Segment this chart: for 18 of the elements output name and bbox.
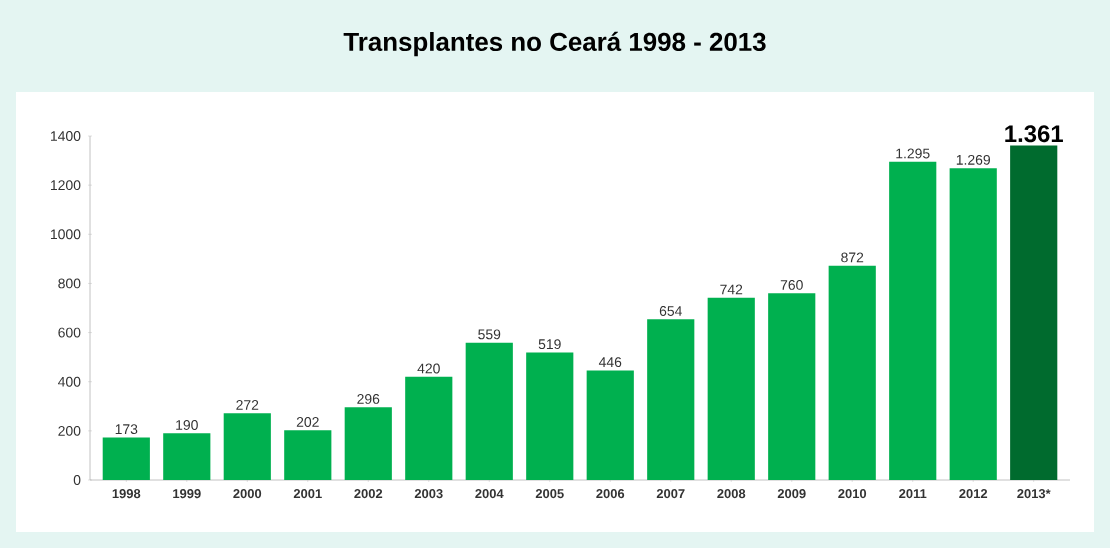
bar — [284, 430, 332, 480]
bar — [223, 413, 271, 480]
bar — [405, 376, 453, 480]
bar — [163, 433, 211, 480]
bar — [344, 407, 392, 480]
bar — [647, 319, 695, 480]
bar — [889, 161, 937, 480]
bar — [949, 168, 997, 480]
bar — [465, 342, 513, 480]
bar — [586, 370, 634, 480]
bar — [1010, 145, 1058, 480]
bar — [768, 293, 816, 480]
bar — [526, 352, 574, 480]
bar — [828, 265, 876, 480]
bar — [102, 437, 150, 480]
data-label: 1.361 — [1005, 125, 1063, 143]
bar — [707, 297, 755, 480]
chart-title: Transplantes no Ceará 1998 - 2013 — [343, 31, 766, 57]
